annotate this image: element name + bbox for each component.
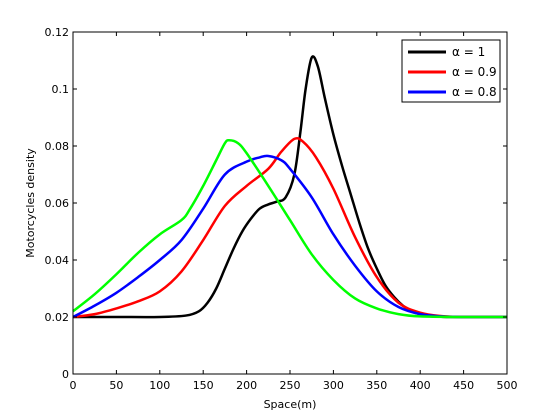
x-tick-label: 100 bbox=[149, 379, 170, 392]
x-tick-label: 450 bbox=[453, 379, 474, 392]
legend: α = 1 α = 0.9 α = 0.8 bbox=[401, 39, 501, 103]
legend-label-alpha-0-8: α = 0.8 bbox=[452, 85, 497, 99]
y-tick-label: 0.1 bbox=[52, 83, 70, 96]
x-tick-label: 300 bbox=[323, 379, 344, 392]
series-line-4-00ff00 bbox=[72, 139, 508, 319]
x-tick-label: 250 bbox=[280, 379, 301, 392]
y-tick-label: 0 bbox=[62, 368, 69, 381]
legend-label-alpha-1: α = 1 bbox=[452, 45, 485, 59]
series-line-3-0000ff bbox=[72, 154, 508, 319]
x-tick-label: 400 bbox=[410, 379, 431, 392]
x-tick-label: 50 bbox=[109, 379, 123, 392]
x-tick-label: 350 bbox=[366, 379, 387, 392]
series-layer bbox=[72, 55, 508, 319]
x-tick-label: 500 bbox=[497, 379, 518, 392]
y-tick-label: 0.06 bbox=[45, 197, 70, 210]
x-axis-label: Space(m) bbox=[264, 398, 317, 411]
y-tick-label: 0.08 bbox=[45, 140, 70, 153]
x-tick-label: 0 bbox=[70, 379, 77, 392]
series-line-2-ff0000 bbox=[72, 136, 508, 319]
x-tick-label: 200 bbox=[236, 379, 257, 392]
ticks-layer: 0 50 100 150 200 250 300 350 400 450 500 0 0.02 0.04 0… bbox=[45, 26, 518, 392]
legend-label-alpha-0-9: α = 0.9 bbox=[452, 65, 497, 79]
y-tick-label: 0.02 bbox=[45, 311, 70, 324]
y-axis-label: Motorcycles density bbox=[24, 148, 37, 258]
y-tick-label: 0.12 bbox=[45, 26, 70, 39]
y-tick-label: 0.04 bbox=[45, 254, 70, 267]
x-tick-label: 150 bbox=[193, 379, 214, 392]
